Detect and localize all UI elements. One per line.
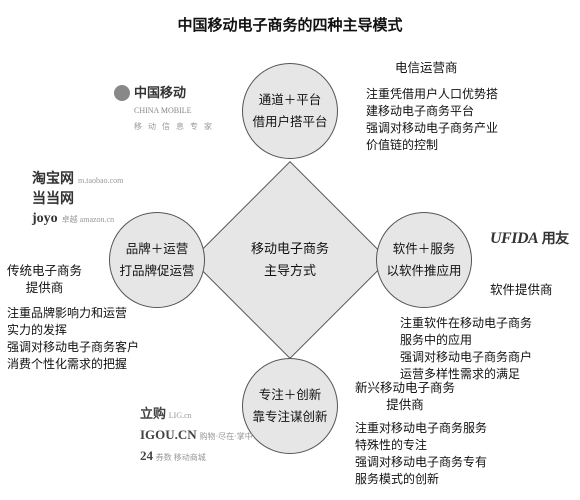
node-right-line1: 软件＋服务 [393, 240, 456, 258]
logo-left-brands: 淘宝网m.taobao.com当当网joyo卓越 amazon.cn [32, 172, 123, 231]
logo-china-mobile: 中国移动CHINA MOBILE移 动 信 息 专 家 [114, 85, 214, 135]
desc-bottom: 注重对移动电子商务服务特殊性的专注强调对移动电子商务专有服务模式的创新 [355, 420, 487, 488]
center-line2: 主导方式 [251, 260, 329, 282]
node-top: 通道＋平台借用户搭平台 [242, 63, 338, 159]
caption-top: 电信运营商 [395, 60, 458, 77]
node-bottom-line1: 专注＋创新 [259, 386, 322, 404]
center-label: 移动电子商务 主导方式 [251, 238, 329, 282]
desc-top: 注重凭借用户人口优势搭建移动电子商务平台强调对移动电子商务产业价值链的控制 [366, 86, 498, 154]
diagram-title: 中国移动电子商务的四种主导模式 [0, 14, 580, 35]
node-right-line2: 以软件推应用 [386, 262, 461, 280]
node-left-line2: 打品牌促运营 [119, 262, 194, 280]
node-right: 软件＋服务以软件推应用 [376, 212, 472, 308]
caption-bottom: 新兴移动电子商务提供商 [355, 380, 455, 414]
node-top-line2: 借用户搭平台 [252, 113, 327, 131]
logo-bottom-brands: 立购 LIG.cnIGOU.CN 购物·尽在·掌中24 券数 移动商城 [140, 406, 253, 469]
desc-left: 注重品牌影响力和运营实力的发挥强调对移动电子商务客户消费个性化需求的把握 [7, 305, 139, 373]
node-bottom-line2: 靠专注谋创新 [252, 408, 327, 426]
node-bottom: 专注＋创新靠专注谋创新 [242, 358, 338, 454]
caption-left: 传统电子商务提供商 [7, 263, 82, 297]
node-top-line1: 通道＋平台 [259, 91, 322, 109]
center-line1: 移动电子商务 [251, 238, 329, 260]
desc-right: 注重软件在移动电子商务服务中的应用强调对移动电子商务商户运营多样性需求的满足 [400, 315, 532, 383]
node-left: 品牌＋运营打品牌促运营 [109, 212, 205, 308]
caption-right: 软件提供商 [490, 282, 553, 299]
logo-ufida: UFIDA 用友 [490, 228, 569, 248]
china-mobile-icon [114, 85, 130, 101]
node-left-line1: 品牌＋运营 [126, 240, 189, 258]
